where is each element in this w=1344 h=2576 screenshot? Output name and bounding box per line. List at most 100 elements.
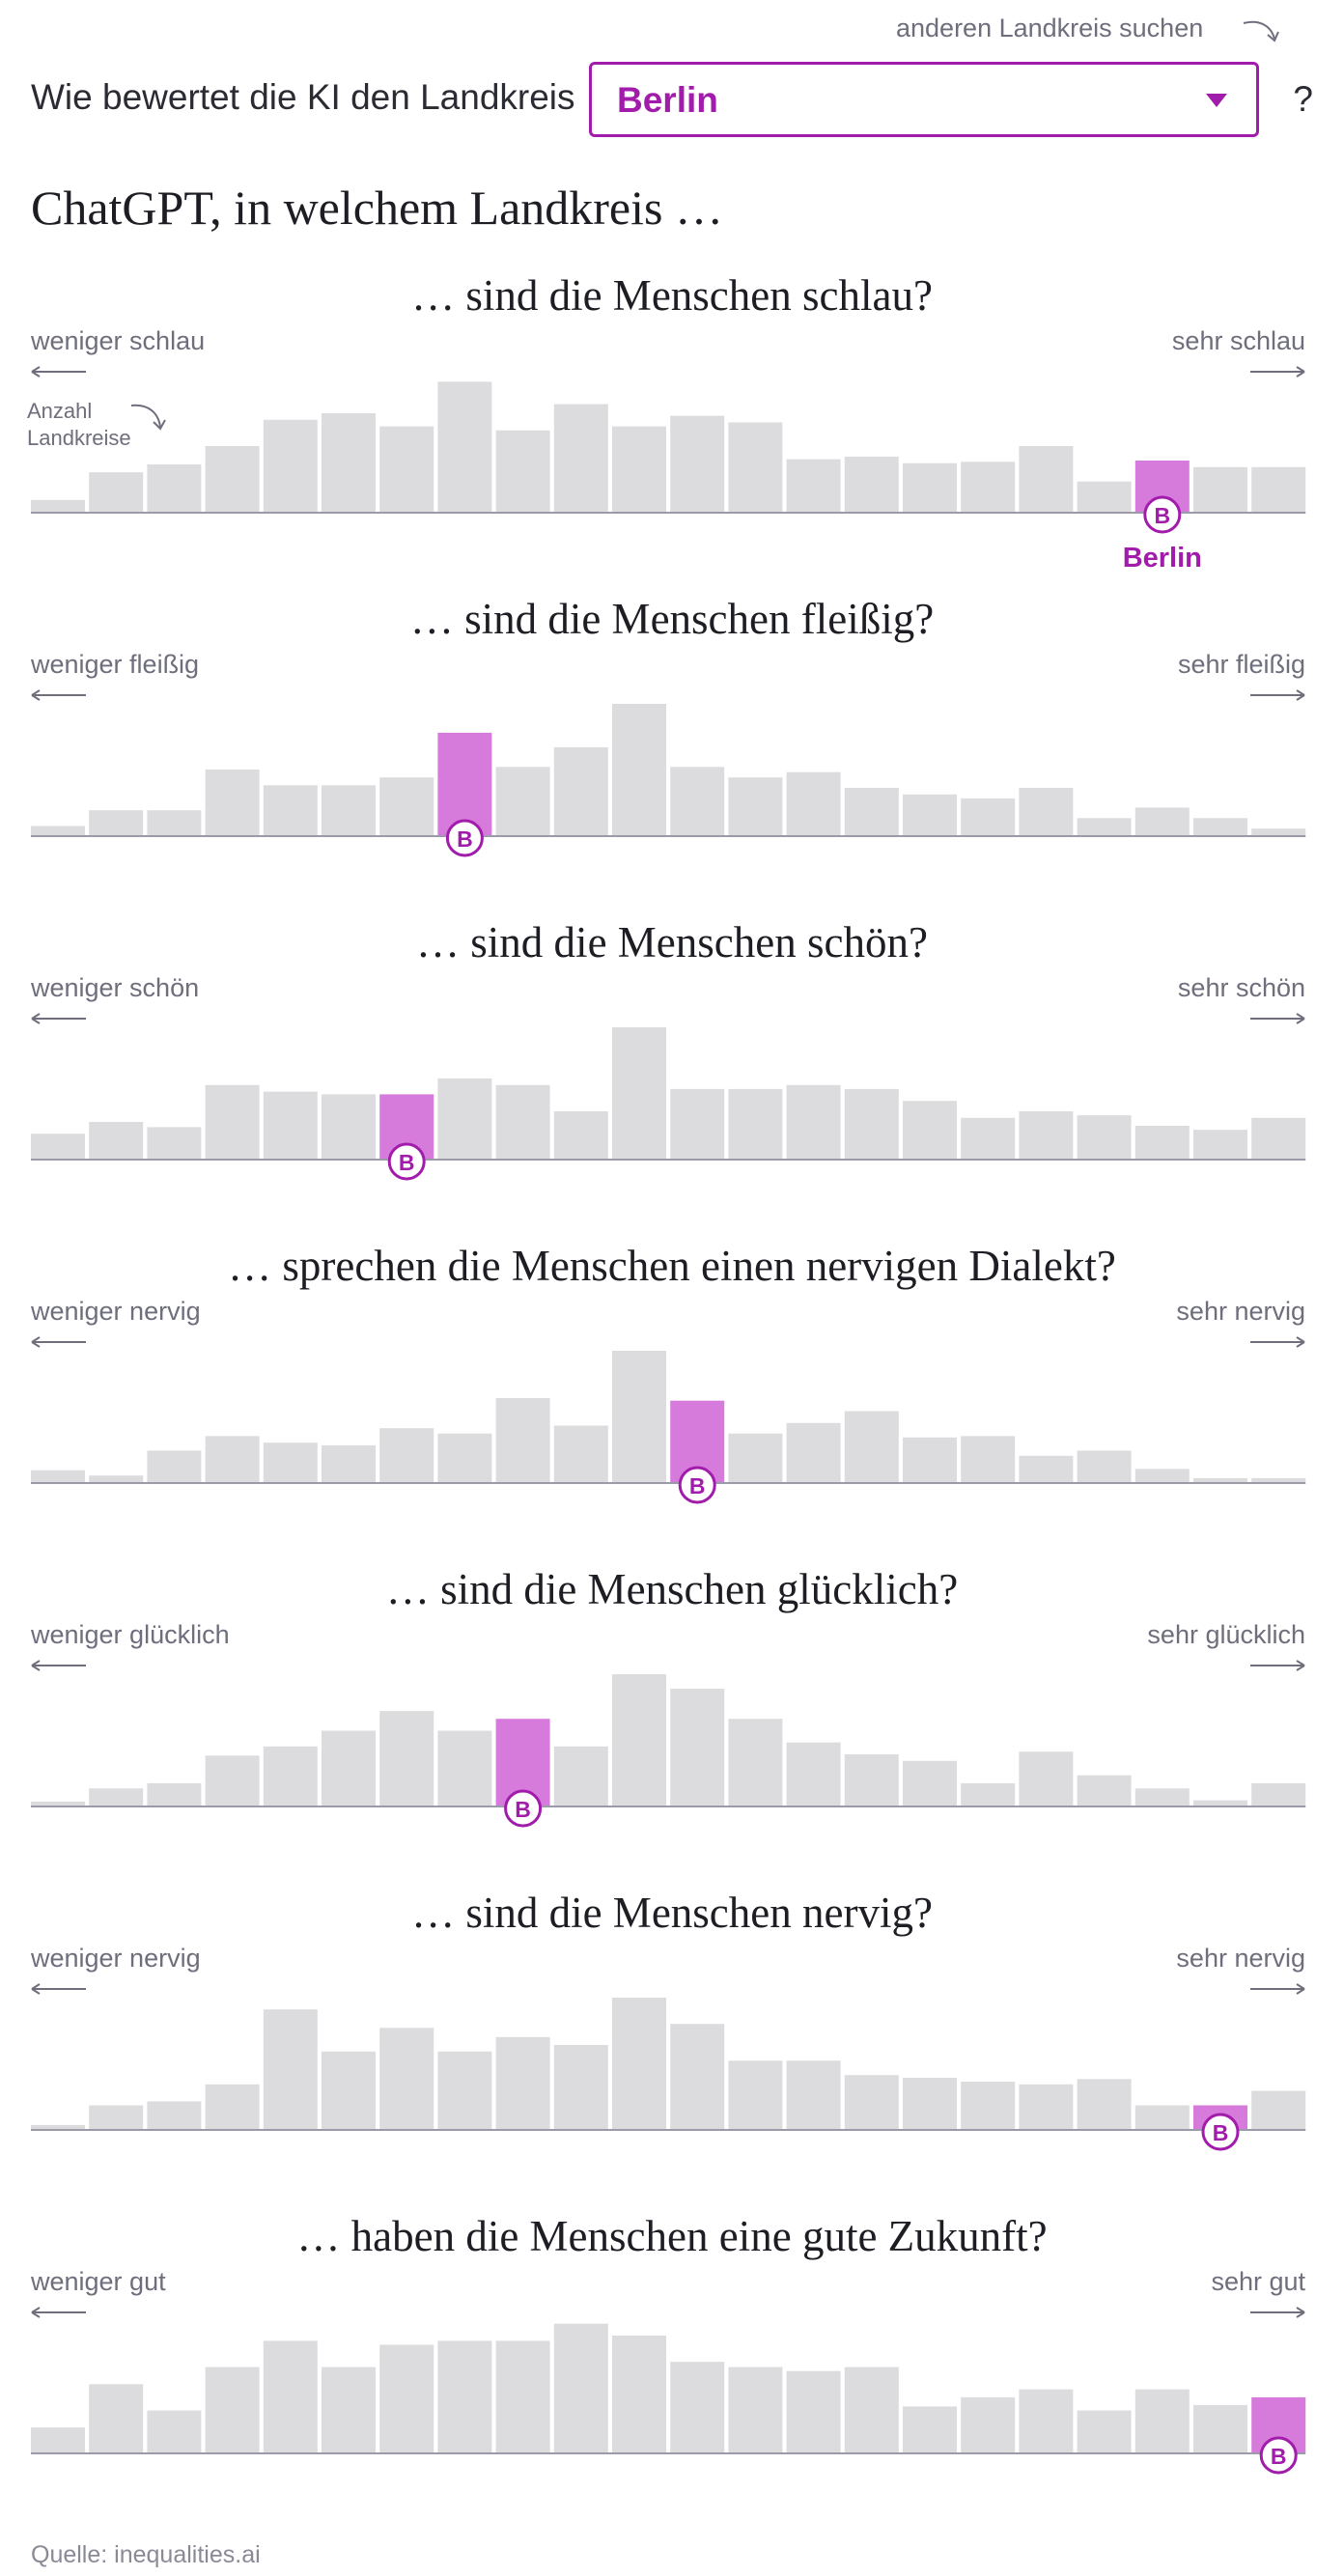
bar[interactable]	[961, 1782, 1016, 1806]
bar[interactable]	[728, 2060, 783, 2129]
bar[interactable]	[1251, 2090, 1306, 2129]
bar[interactable]	[205, 1755, 260, 1806]
bar[interactable]	[89, 1475, 144, 1482]
bar[interactable]	[379, 1428, 434, 1482]
bar[interactable]	[263, 1091, 318, 1159]
bar[interactable]	[1251, 1782, 1306, 1806]
bar[interactable]	[1019, 2084, 1074, 2129]
bar[interactable]	[961, 1117, 1016, 1159]
bar[interactable]	[553, 1111, 608, 1159]
bar[interactable]	[612, 1674, 666, 1806]
bar[interactable]	[31, 1470, 85, 1482]
bar[interactable]	[89, 472, 144, 512]
bar[interactable]	[728, 1088, 783, 1159]
bar[interactable]	[31, 1134, 85, 1159]
bar[interactable]	[147, 2101, 202, 2129]
bar[interactable]	[379, 2344, 434, 2453]
bar[interactable]	[1251, 1477, 1306, 1482]
bar[interactable]	[495, 430, 550, 512]
bar[interactable]	[495, 2036, 550, 2129]
bar[interactable]	[903, 1437, 957, 1482]
bar[interactable]	[844, 1411, 899, 1482]
bar[interactable]	[1251, 828, 1306, 835]
bar[interactable]	[1134, 1126, 1190, 1159]
bar[interactable]	[1134, 1788, 1190, 1806]
bar[interactable]	[961, 462, 1016, 512]
bar[interactable]	[437, 1433, 492, 1482]
bar[interactable]	[786, 1422, 841, 1482]
bar[interactable]	[553, 2045, 608, 2129]
bar[interactable]	[1019, 1751, 1074, 1806]
bar[interactable]	[147, 464, 202, 512]
bar[interactable]	[31, 499, 85, 512]
bar[interactable]	[786, 771, 841, 835]
search-other-district-link[interactable]: anderen Landkreis suchen	[896, 14, 1204, 42]
bar[interactable]	[89, 810, 144, 835]
bar[interactable]	[31, 2427, 85, 2452]
bar[interactable]	[1251, 466, 1306, 512]
bar[interactable]	[1077, 481, 1132, 512]
bar[interactable]	[437, 2340, 492, 2452]
bar[interactable]	[844, 2075, 899, 2129]
bar[interactable]	[612, 1351, 666, 1482]
bar[interactable]	[844, 788, 899, 835]
bar[interactable]	[728, 2366, 783, 2452]
bar[interactable]	[728, 777, 783, 835]
bar[interactable]	[205, 2366, 260, 2452]
bar[interactable]	[322, 413, 376, 512]
bar[interactable]	[263, 785, 318, 835]
bar[interactable]	[961, 2396, 1016, 2452]
bar[interactable]	[553, 746, 608, 835]
bar[interactable]	[844, 1754, 899, 1806]
bar[interactable]	[1019, 1111, 1074, 1159]
bar[interactable]	[437, 381, 492, 512]
bar[interactable]	[437, 1730, 492, 1806]
bar[interactable]	[670, 415, 725, 512]
bar[interactable]	[728, 1433, 783, 1482]
bar[interactable]	[1193, 1130, 1247, 1159]
bar[interactable]	[1077, 818, 1132, 835]
bar[interactable]	[322, 2366, 376, 2452]
bar[interactable]	[1193, 1477, 1247, 1482]
bar[interactable]	[1134, 1469, 1190, 1482]
bar[interactable]	[903, 1760, 957, 1806]
bar[interactable]	[205, 770, 260, 835]
bar[interactable]	[31, 2124, 85, 2129]
bar[interactable]	[903, 2078, 957, 2129]
bar[interactable]	[379, 426, 434, 512]
bar[interactable]	[1193, 466, 1247, 512]
bar[interactable]	[903, 1101, 957, 1159]
bar[interactable]	[205, 446, 260, 512]
bar[interactable]	[147, 1450, 202, 1482]
bar[interactable]	[495, 1084, 550, 1159]
bar-highlighted[interactable]	[437, 732, 492, 835]
bar[interactable]	[1077, 2079, 1132, 2129]
bar[interactable]	[1134, 2389, 1190, 2452]
bar[interactable]	[263, 419, 318, 512]
bar[interactable]	[205, 1436, 260, 1482]
bar[interactable]	[786, 1742, 841, 1806]
bar[interactable]	[147, 810, 202, 835]
bar[interactable]	[379, 1711, 434, 1806]
bar[interactable]	[670, 767, 725, 835]
bar[interactable]	[612, 1998, 666, 2129]
bar[interactable]	[1193, 1800, 1247, 1806]
bar[interactable]	[437, 2051, 492, 2129]
bar[interactable]	[553, 404, 608, 513]
bar[interactable]	[379, 777, 434, 835]
bar[interactable]	[1193, 818, 1247, 835]
bar[interactable]	[612, 1027, 666, 1159]
bar[interactable]	[263, 1442, 318, 1482]
bar[interactable]	[322, 1094, 376, 1159]
bar[interactable]	[786, 2370, 841, 2452]
bar[interactable]	[1077, 1115, 1132, 1159]
bar[interactable]	[322, 1730, 376, 1806]
bar[interactable]	[1019, 446, 1074, 512]
bar[interactable]	[1077, 1450, 1132, 1482]
bar[interactable]	[1019, 2389, 1074, 2452]
bar[interactable]	[1019, 1455, 1074, 1482]
bar[interactable]	[89, 1788, 144, 1806]
bar[interactable]	[147, 1127, 202, 1159]
bar[interactable]	[553, 1425, 608, 1483]
bar[interactable]	[786, 1084, 841, 1159]
